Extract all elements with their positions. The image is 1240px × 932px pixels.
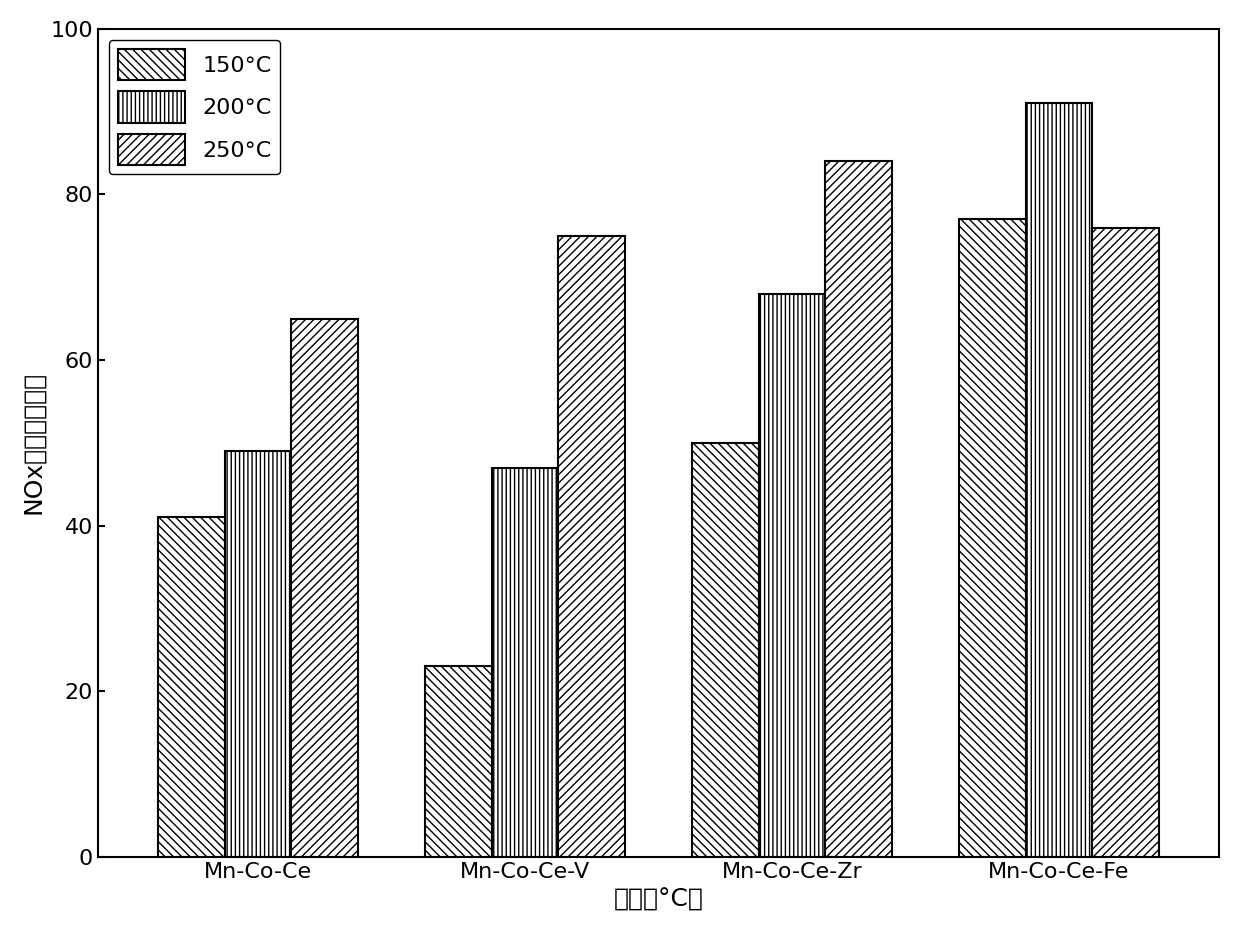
Bar	[759, 294, 826, 857]
Bar	[1025, 103, 1092, 857]
Bar	[826, 161, 892, 857]
X-axis label: 温度（°C）: 温度（°C）	[614, 887, 703, 911]
Bar	[1092, 227, 1159, 857]
Y-axis label: NOx去除率（％）: NOx去除率（％）	[21, 371, 45, 514]
Bar	[291, 319, 358, 857]
Bar	[692, 443, 759, 857]
Bar	[157, 517, 224, 857]
Bar	[959, 219, 1025, 857]
Legend: 150°C, 200°C, 250°C: 150°C, 200°C, 250°C	[109, 40, 280, 174]
Bar	[224, 451, 291, 857]
Bar	[558, 236, 625, 857]
Bar	[425, 666, 492, 857]
Bar	[492, 468, 558, 857]
